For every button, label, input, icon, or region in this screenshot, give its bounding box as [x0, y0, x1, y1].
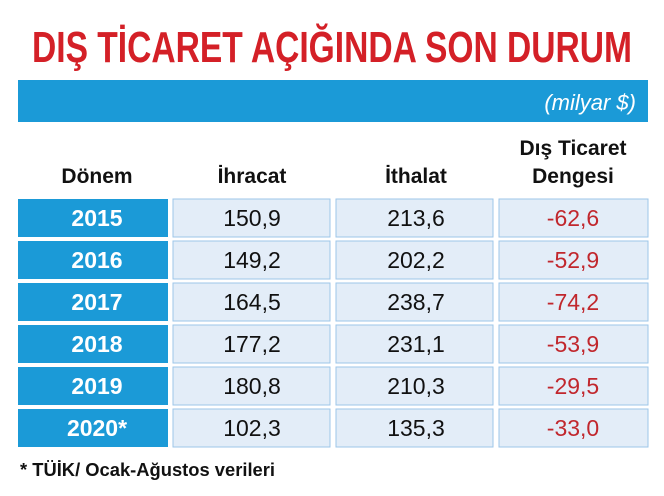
value-cell — [498, 324, 649, 364]
cell-value: -52,9 — [547, 247, 599, 273]
value-cell — [172, 408, 331, 448]
cell-value: -74,2 — [547, 289, 599, 315]
cell-value: -33,0 — [547, 415, 599, 441]
value-cell — [172, 366, 331, 406]
value-cell — [172, 198, 331, 238]
value-cell — [335, 408, 494, 448]
value-cell — [172, 240, 331, 280]
cell-value: -53,9 — [547, 331, 599, 357]
cell-value: 164,5 — [223, 289, 281, 315]
footnote: * TÜİK/ Ocak-Ağustos verileri — [20, 460, 275, 480]
cell-value: 102,3 — [223, 415, 281, 441]
value-cell — [335, 240, 494, 280]
value-cell — [335, 282, 494, 322]
year-label: 2017 — [71, 289, 122, 315]
cell-value: 135,3 — [387, 415, 445, 441]
value-cell — [498, 408, 649, 448]
cell-value: 213,6 — [387, 205, 445, 231]
year-cell — [18, 367, 168, 405]
column-header: İthalat — [385, 165, 447, 188]
column-header: Dengesi — [532, 165, 614, 188]
year-cell — [18, 409, 168, 447]
unit-bar — [18, 80, 648, 122]
year-label: 2018 — [71, 331, 122, 357]
column-header: Dönem — [61, 165, 132, 188]
cell-value: 231,1 — [387, 331, 445, 357]
year-label: 2020* — [67, 415, 127, 441]
cell-value: 180,8 — [223, 373, 281, 399]
year-cell — [18, 325, 168, 363]
year-label: 2016 — [71, 247, 122, 273]
cell-value: 238,7 — [387, 289, 445, 315]
year-label: 2019 — [71, 373, 122, 399]
value-cell — [498, 240, 649, 280]
table: Dönem İhracat İthalat Dış Ticaret Dengesi 201… — [18, 137, 649, 448]
cell-value: 177,2 — [223, 331, 281, 357]
year-cell — [18, 199, 168, 237]
cell-value: 202,2 — [387, 247, 445, 273]
title: DIŞ TİCARET AÇIĞINDA SON DURUM — [32, 22, 632, 72]
value-cell — [498, 198, 649, 238]
cell-value: -62,6 — [547, 205, 599, 231]
cell-value: 150,9 — [223, 205, 281, 231]
column-header: Dış Ticaret — [520, 137, 627, 160]
value-cell — [335, 198, 494, 238]
value-cell — [172, 324, 331, 364]
cell-value: 149,2 — [223, 247, 281, 273]
value-cell — [335, 366, 494, 406]
cell-value: 210,3 — [387, 373, 445, 399]
value-cell — [172, 282, 331, 322]
year-cell — [18, 241, 168, 279]
unit-label: (milyar $) — [544, 90, 636, 115]
value-cell — [498, 282, 649, 322]
value-cell — [498, 366, 649, 406]
year-cell — [18, 283, 168, 321]
year-label: 2015 — [71, 205, 122, 231]
cell-value: -29,5 — [547, 373, 599, 399]
value-cell — [335, 324, 494, 364]
column-header: İhracat — [218, 165, 287, 188]
